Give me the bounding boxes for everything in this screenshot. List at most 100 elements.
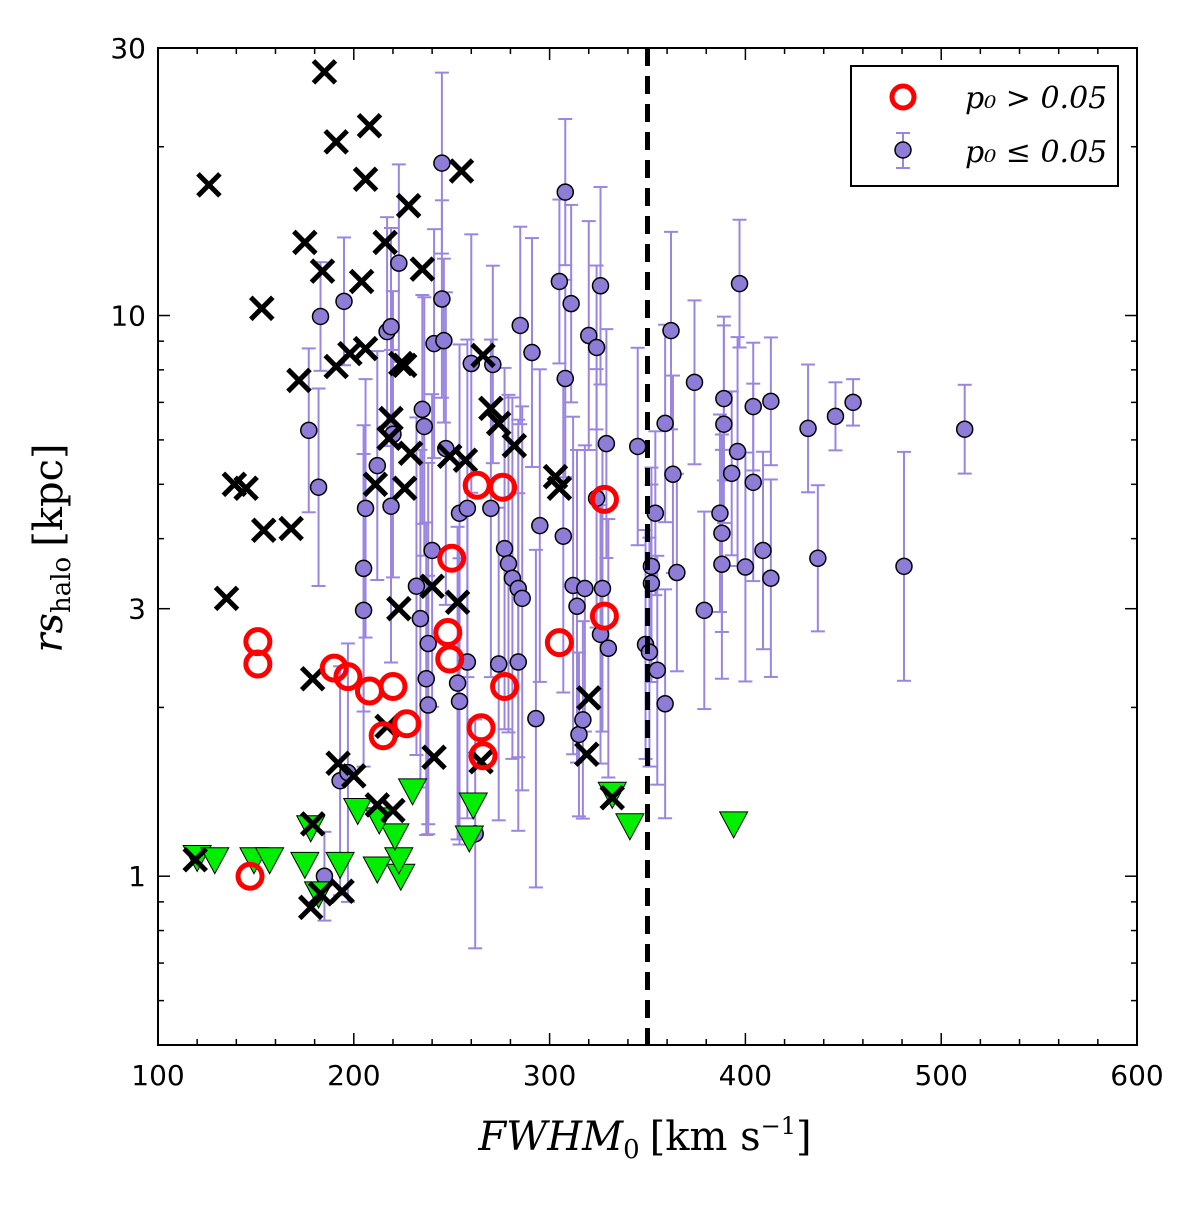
point-p0-le [523,343,541,362]
point-p0-le [713,555,731,574]
point-p0-le [597,434,616,453]
point-cross [196,172,222,198]
point-p0-le [417,669,435,688]
point-cross [352,166,379,193]
point-p0-le [628,437,647,456]
point-p0-le [844,393,862,412]
point-p0-gt [333,662,363,692]
point-cross [329,878,355,905]
point-p0-le [354,559,373,578]
point-p0-le [711,504,729,522]
point-p0-le [433,154,451,172]
point-p0-le [580,326,598,345]
point-p0-le [895,557,913,576]
point-p0-le [368,456,387,475]
point-p0-le [450,692,469,711]
point-cross [348,268,375,295]
point-cross [409,256,436,282]
point-cross [362,471,389,498]
x-tick-label: 200 [327,1059,380,1092]
point-upper-limit [199,847,230,875]
point-p0-gt [243,649,273,679]
point-cross [182,846,208,873]
point-p0-le [955,420,974,438]
point-cross [309,258,336,284]
point-cross [250,517,277,544]
point-p0-le [809,549,827,568]
point-upper-limit [615,813,645,841]
point-p0-gt [589,484,619,514]
legend-label-p0-gt: p₀ > 0.05 [965,81,1107,116]
point-p0-le [411,609,430,628]
point-cross [599,785,626,811]
legend: p₀ > 0.05 p₀ ≤ 0.05 [850,65,1119,187]
y-tick-label: 10 [110,300,146,333]
point-p0-le [713,524,731,542]
point-upper-limit [325,851,355,880]
point-p0-le [730,274,749,293]
point-p0-gt [378,671,408,701]
axes: 100 200 300 400 500 600 1 3 10 30 [110,32,1163,1092]
point-p0-le [593,579,612,598]
x-axis-label: FWHM0 [km s−1] [477,1112,811,1165]
point-cross [391,352,418,379]
point-p0-le [554,527,573,545]
point-cross [356,112,383,139]
y-axis-label: rshalo[kpc] [26,443,77,652]
point-p0-le [762,569,780,587]
point-p0-le [413,400,432,419]
point-p0-le [648,661,667,679]
point-p0-le [382,497,400,515]
point-p0-le [335,292,353,311]
point-cross [575,685,602,711]
point-p0-le [715,389,733,408]
point-cross [372,229,398,256]
point-cross [249,295,275,322]
y-tick-label: 30 [110,32,146,65]
point-cross [213,585,240,612]
point-cross [323,129,349,155]
point-cross [341,763,367,789]
point-p0-le [462,354,481,373]
point-p0-gt [437,543,467,573]
point-p0-le [662,321,680,340]
point-cross [286,367,312,394]
legend-purple-dot-marker [894,141,912,159]
point-p0-le [562,294,580,313]
point-p0-le [656,695,674,713]
y-tick-label: 3 [128,593,146,626]
point-p0-le [668,563,686,582]
point-p0-le [437,439,455,458]
point-p0-le [576,579,594,598]
point-p0-le [354,601,373,620]
point-p0-le [356,499,375,518]
point-cross [444,589,471,616]
point-p0-le [656,414,674,433]
point-upper-limit [718,811,749,839]
point-p0-le [513,589,531,608]
point-p0-le [664,465,682,484]
point-cross [395,192,422,219]
point-p0-le [511,316,529,335]
y-tick-label: 1 [128,860,146,893]
point-upper-limit [362,856,393,885]
x-tick-label: 400 [719,1059,772,1092]
point-p0-le [715,415,733,433]
point-cross [299,665,326,692]
plot-marks [182,48,974,1045]
point-cross [501,432,528,459]
point-p0-le [587,338,606,357]
point-p0-le [531,516,549,535]
point-p0-le [433,290,451,308]
point-p0-le [309,478,328,496]
point-p0-le [495,539,514,558]
point-p0-le [390,254,408,272]
point-p0-le [435,331,453,350]
point-p0-gt [589,601,619,631]
point-p0-le [591,277,610,295]
point-cross [278,515,304,542]
point-cross [391,475,418,502]
point-p0-le [744,473,762,492]
point-p0-le [509,653,528,671]
point-p0-gt [368,721,398,751]
